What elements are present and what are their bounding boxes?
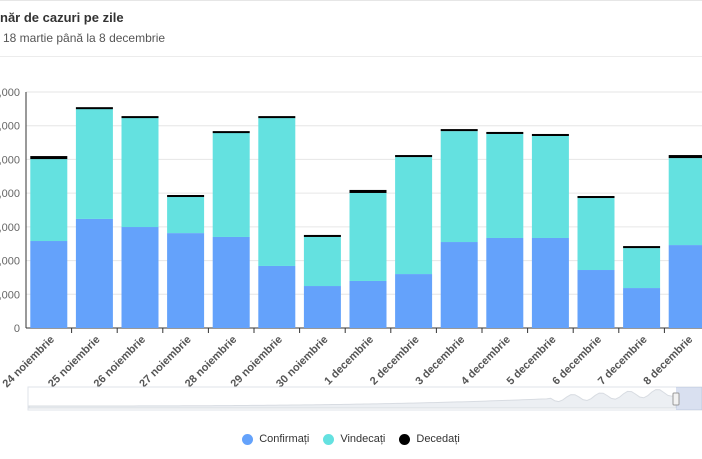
y-tick-label: 2,000 (0, 289, 20, 301)
top-border (0, 0, 702, 1)
bar-vindecai (668, 158, 702, 246)
bar-confirmai (75, 218, 113, 328)
navigator-selection (676, 387, 702, 410)
bar-confirmai (486, 237, 524, 328)
bar-confirmai (212, 236, 250, 328)
bar-vindecai (121, 117, 159, 228)
bar-vindecai (212, 132, 250, 237)
bar-confirmai (30, 241, 68, 328)
y-tick-label: 12,000 (0, 121, 20, 133)
legend-item-decedati[interactable]: Decedați (399, 433, 460, 445)
bar-decedai (303, 234, 341, 237)
bar-vindecai (395, 157, 433, 275)
bar-decedai (167, 194, 205, 198)
legend-label: Decedați (416, 433, 460, 445)
y-tick-label: 6,000 (0, 222, 20, 234)
bar-decedai (623, 246, 661, 249)
bar-decedai (668, 155, 702, 159)
header-divider (0, 56, 702, 57)
bar-vindecai (440, 131, 478, 243)
bar-confirmai (349, 280, 387, 328)
stacked-bar-chart: 02,0004,0006,0008,00010,00012,00014,0002… (0, 87, 702, 411)
bar-confirmai (303, 286, 341, 328)
x-tick-label: 8 decembrie (641, 334, 695, 388)
bar-confirmai (258, 265, 296, 328)
bar-vindecai (349, 192, 387, 281)
legend-item-confirmati[interactable]: Confirmați (242, 433, 309, 445)
chart-subtitle: 18 martie până la 8 decembrie (3, 31, 166, 45)
y-tick-label: 10,000 (0, 154, 20, 166)
bar-vindecai (30, 159, 68, 242)
bar-vindecai (167, 197, 205, 234)
bar-decedai (440, 129, 478, 132)
bar-confirmai (623, 288, 661, 328)
chart-title: năr de cazuri pe zile (0, 10, 124, 25)
bar-confirmai (531, 237, 569, 328)
bar-confirmai (121, 227, 159, 328)
legend-label: Confirmați (259, 433, 310, 445)
y-tick-label: 0 (14, 323, 20, 335)
bar-vindecai (258, 117, 296, 266)
bar-vindecai (623, 248, 661, 289)
bar-decedai (395, 155, 433, 158)
bar-decedai (486, 131, 524, 134)
bar-confirmai (395, 274, 433, 328)
bar-decedai (212, 131, 250, 134)
bar-confirmai (668, 245, 702, 328)
bar-confirmai (440, 242, 478, 328)
bar-vindecai (486, 133, 524, 238)
legend-dot-confirmati (242, 433, 254, 445)
legend-item-vindecati[interactable]: Vindecați (323, 433, 385, 445)
bar-decedai (531, 133, 569, 136)
bar-decedai (75, 107, 113, 110)
bar-vindecai (531, 135, 569, 238)
legend: Confirmați Vindecați Decedați (0, 433, 702, 445)
legend-dot-vindecati (323, 433, 335, 445)
y-tick-label: 8,000 (0, 188, 20, 200)
y-tick-label: 14,000 (0, 87, 20, 99)
bar-confirmai (577, 270, 615, 328)
bar-decedai (349, 189, 387, 193)
bar-decedai (30, 156, 68, 160)
navigator-handle[interactable] (672, 392, 680, 406)
bar-decedai (121, 116, 159, 119)
bar-vindecai (577, 198, 615, 271)
bar-decedai (577, 196, 615, 199)
bar-vindecai (303, 236, 341, 287)
navigator-series (28, 389, 677, 409)
legend-label: Vindecați (340, 433, 386, 445)
bar-vindecai (75, 109, 113, 219)
y-tick-label: 4,000 (0, 256, 20, 268)
legend-dot-decedati (399, 433, 411, 445)
bar-confirmai (167, 233, 205, 328)
bar-decedai (258, 116, 296, 119)
